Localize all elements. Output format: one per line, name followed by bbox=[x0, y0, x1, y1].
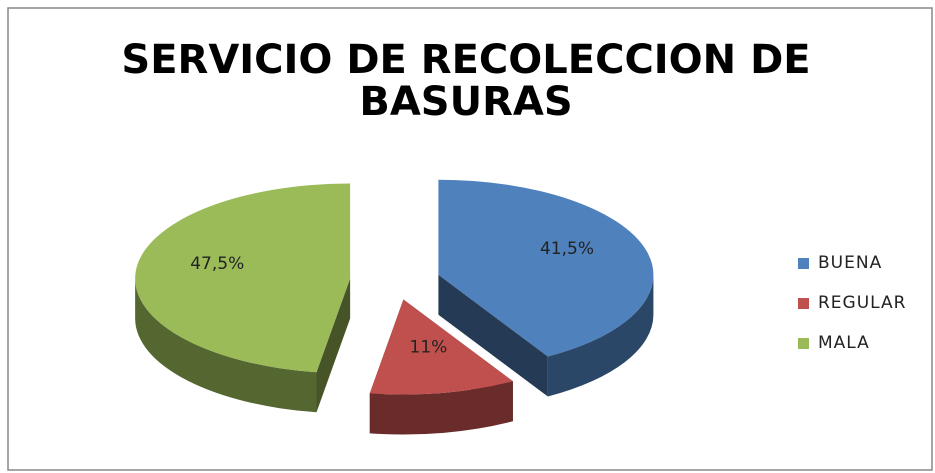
data-label: 47,5% bbox=[190, 254, 244, 274]
chart-title: SERVICIO DE RECOLECCION DE BASURAS bbox=[121, 37, 810, 125]
pie-slice bbox=[135, 183, 351, 373]
legend-label: BUENA bbox=[818, 253, 882, 273]
legend-swatch bbox=[798, 338, 809, 349]
data-label: 41,5% bbox=[540, 239, 594, 259]
pie-slice bbox=[369, 299, 513, 395]
legend-swatch bbox=[798, 258, 809, 269]
data-label: 11% bbox=[410, 337, 448, 357]
pie-slice bbox=[438, 179, 654, 357]
slice-wall bbox=[135, 278, 317, 413]
legend-label: MALA bbox=[818, 333, 870, 353]
slice-side bbox=[438, 274, 548, 397]
legend-label: REGULAR bbox=[818, 293, 906, 313]
slice-side bbox=[316, 278, 351, 413]
slice-wall bbox=[369, 381, 513, 435]
legend-swatch bbox=[798, 298, 809, 309]
slice-wall bbox=[547, 274, 654, 397]
